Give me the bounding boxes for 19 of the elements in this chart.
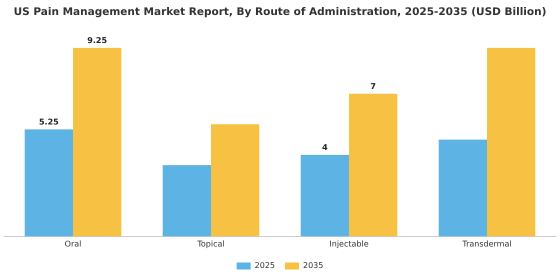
bar [349,94,398,236]
x-tick-label: Injectable [329,239,369,248]
data-label: 9.25 [87,36,108,45]
data-label: 5.25 [38,117,60,126]
bar [211,124,260,236]
bar [487,48,536,236]
bar [162,165,211,236]
x-tick-label: Topical [196,239,225,248]
legend-label: 2025 [254,261,275,270]
bar [73,48,122,236]
chart-title: US Pain Management Market Report, By Route of Administration, 2025-2035 (USD Billion) [14,6,546,18]
bar [300,154,349,236]
legend-label: 2035 [303,261,324,270]
x-tick-label: Transdermal [461,239,512,248]
x-tick-label: Oral [64,239,82,248]
data-label: 7 [370,82,376,91]
bar [438,140,487,236]
bar [24,129,73,236]
data-label: 4 [322,142,328,152]
